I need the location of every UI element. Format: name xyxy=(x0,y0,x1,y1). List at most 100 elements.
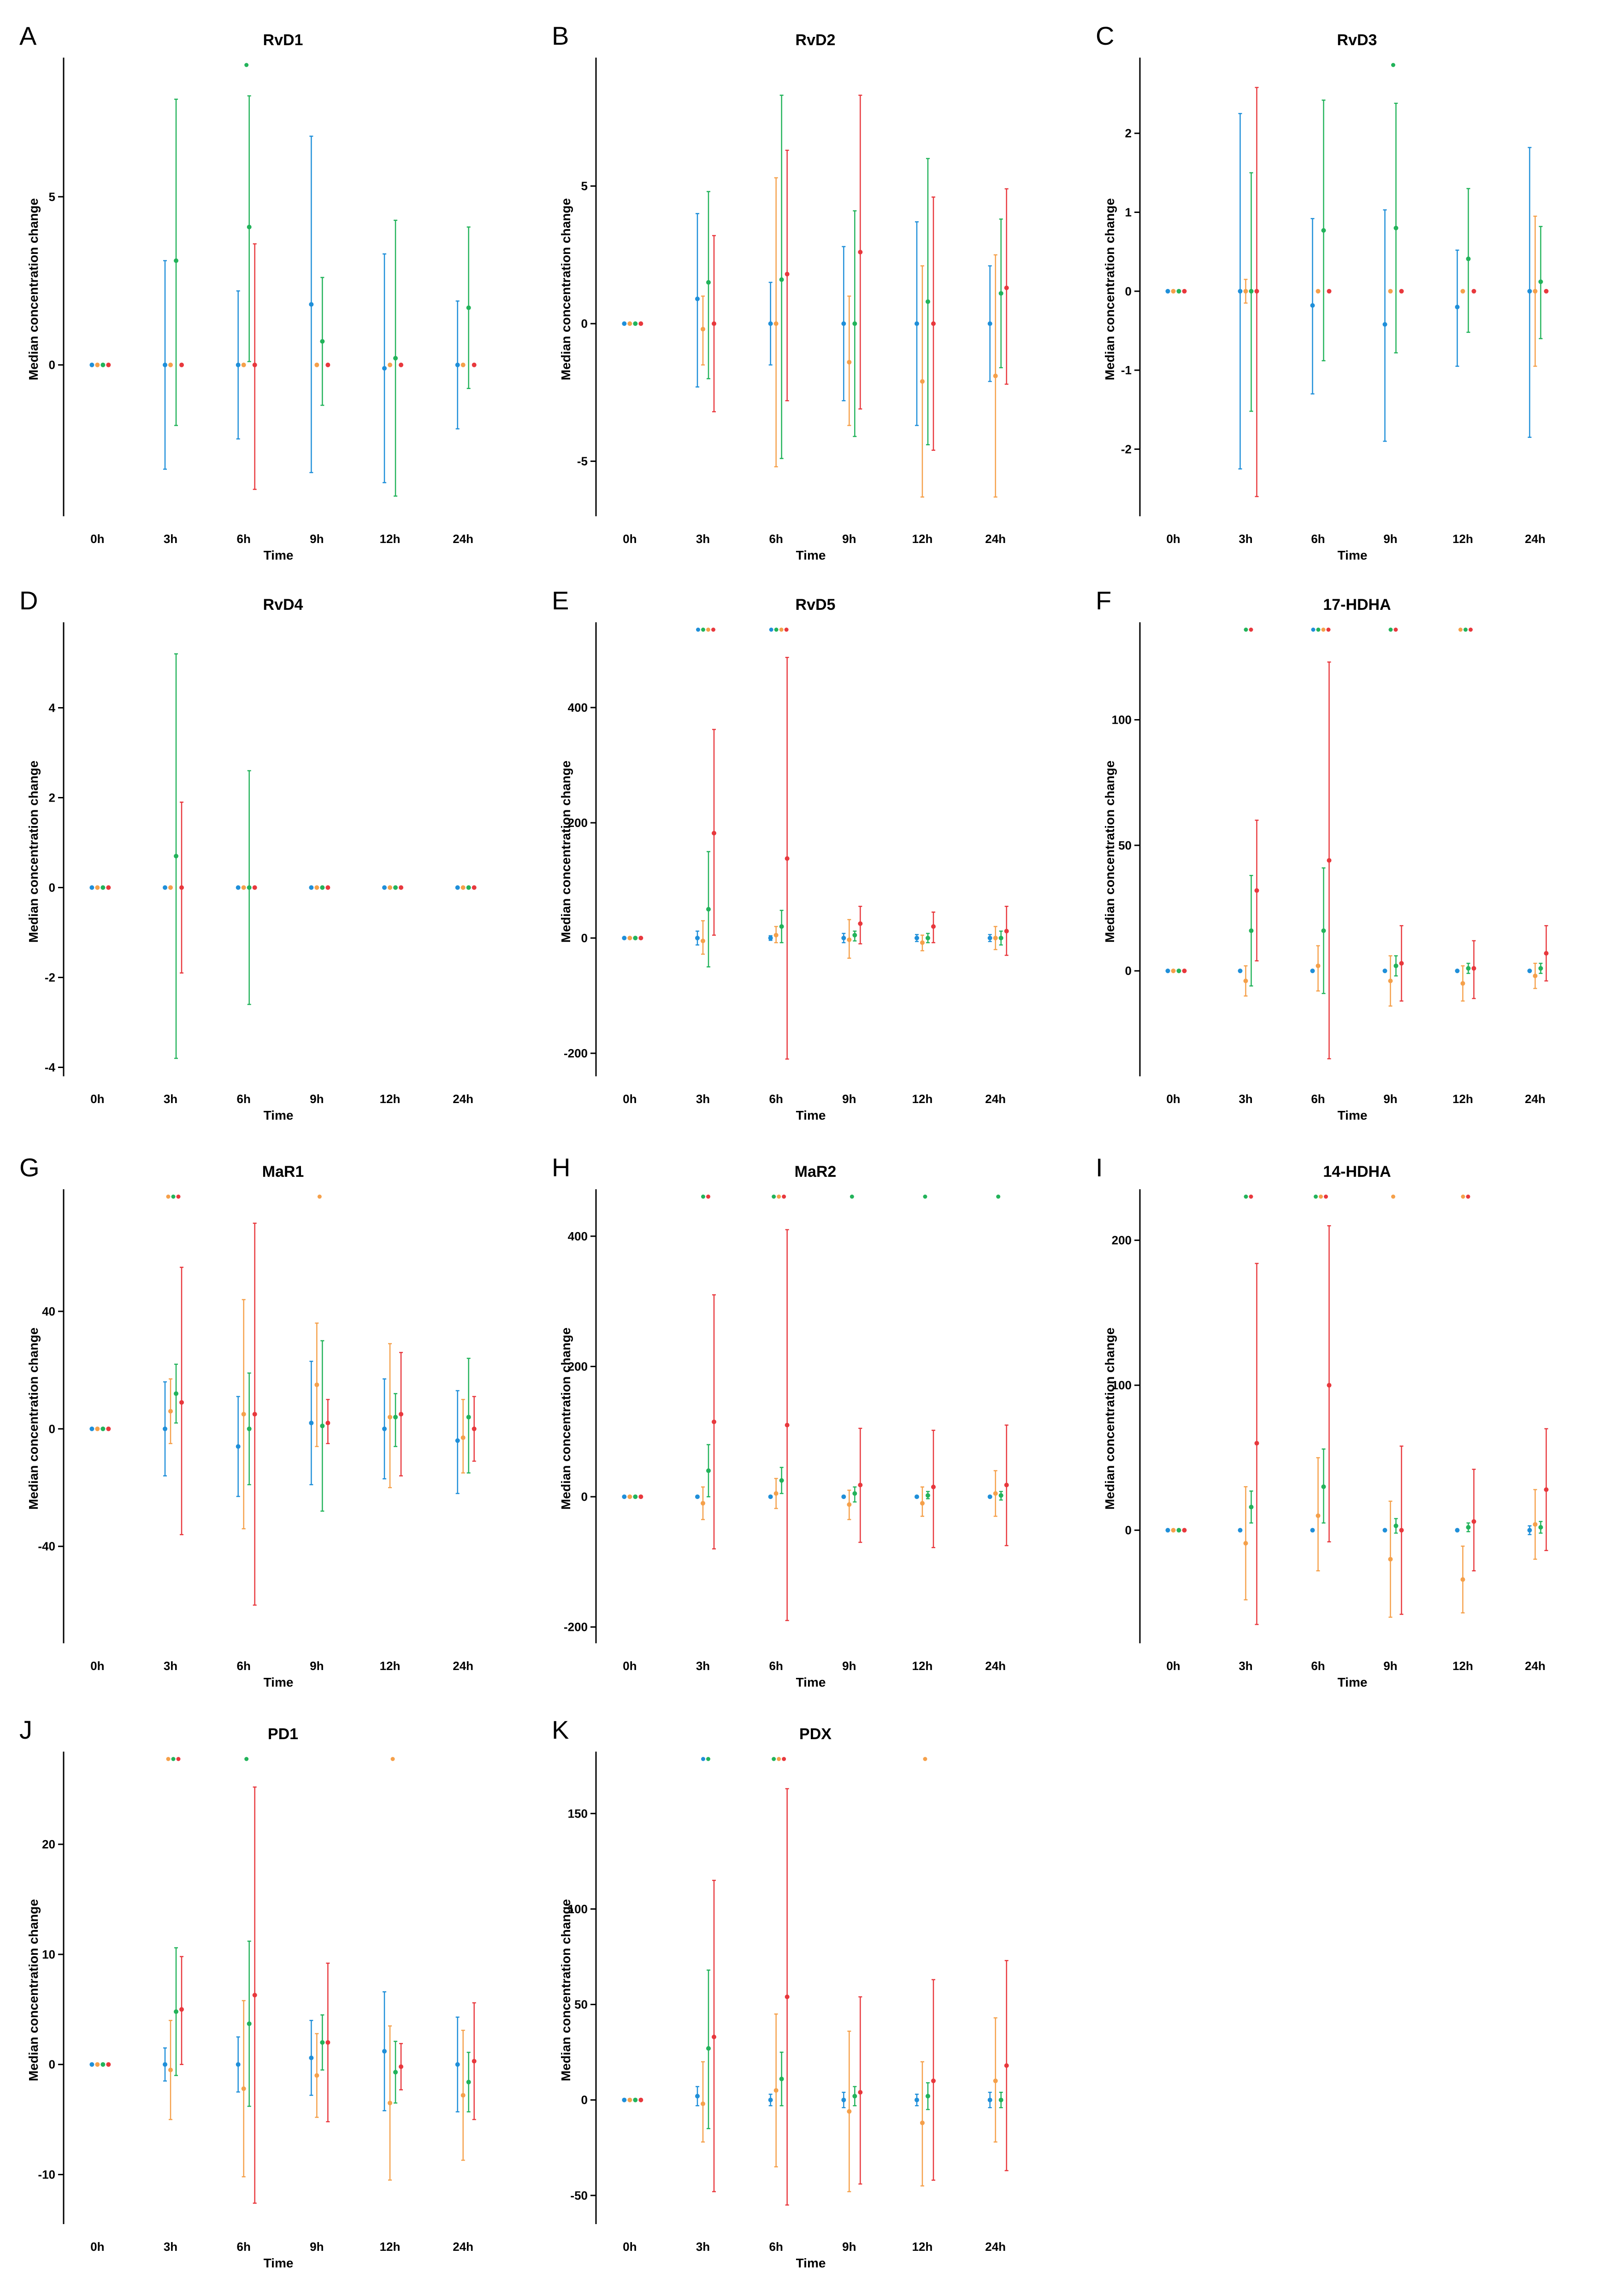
x-axis-label: Time xyxy=(264,1108,294,1122)
median-point xyxy=(1321,1484,1326,1489)
median-point xyxy=(388,362,392,367)
median-point xyxy=(1165,289,1170,294)
significance-marker xyxy=(1321,627,1326,632)
median-point xyxy=(998,2097,1003,2102)
median-point xyxy=(393,2070,398,2075)
y-axis-label: Median concentration change xyxy=(559,1328,573,1510)
median-point xyxy=(627,1494,632,1499)
y-tick-label: 4 xyxy=(49,701,56,715)
x-tick-label: 3h xyxy=(696,2240,710,2254)
median-point xyxy=(706,1468,711,1473)
median-point xyxy=(695,2094,700,2099)
x-tick-label: 24h xyxy=(985,2240,1006,2254)
median-point xyxy=(1316,289,1321,294)
significance-marker xyxy=(850,1194,854,1199)
median-point xyxy=(100,1426,106,1431)
median-point xyxy=(1399,961,1404,966)
median-point xyxy=(168,2067,173,2072)
median-point xyxy=(1310,968,1315,974)
median-point xyxy=(841,2097,846,2102)
median-point xyxy=(1388,979,1393,984)
y-tick-label: 200 xyxy=(568,1359,588,1373)
median-point xyxy=(1316,1513,1321,1518)
median-point xyxy=(1176,289,1181,294)
x-tick-label: 0h xyxy=(1166,1659,1180,1673)
significance-marker xyxy=(706,1194,710,1199)
median-point xyxy=(89,2062,94,2067)
median-point xyxy=(1538,279,1543,284)
median-point xyxy=(998,936,1003,940)
y-axis-label: Median concentration change xyxy=(559,761,573,943)
median-point xyxy=(252,1411,257,1417)
median-point xyxy=(1544,289,1549,294)
chart-svg: PD1 -10 0 10 20 0h 3h 6h 9h 12h 24h Time Median conc… xyxy=(26,1725,477,2270)
panel-i: I 14-HDHA 0 100 200 0h 3h 6h 9h 12h 24h Time Median … xyxy=(1086,1150,1602,1703)
x-tick-label: 12h xyxy=(912,532,933,546)
significance-marker xyxy=(701,1757,705,1761)
x-tick-label: 3h xyxy=(1239,1092,1252,1106)
y-tick-label: -2 xyxy=(1121,442,1132,456)
median-point xyxy=(89,362,94,367)
x-axis-label: Time xyxy=(796,1108,826,1122)
y-axis-label: Median concentration change xyxy=(1103,761,1117,943)
significance-marker xyxy=(1311,627,1316,632)
significance-marker xyxy=(1249,627,1253,632)
y-tick-label: 100 xyxy=(1112,713,1132,727)
median-point xyxy=(1527,1528,1532,1533)
panel-letter: C xyxy=(1096,21,1115,50)
panel-a: A RvD1 0 5 0h 3h 6h 9h 12h 24h Time Median concentr… xyxy=(9,18,530,576)
y-tick-label: -200 xyxy=(564,1620,588,1634)
significance-marker xyxy=(317,1194,322,1199)
median-point xyxy=(931,924,936,929)
median-point xyxy=(174,2009,178,2014)
median-point xyxy=(1533,289,1538,294)
median-point xyxy=(706,907,711,912)
median-point xyxy=(627,936,632,940)
significance-marker xyxy=(1314,1194,1318,1199)
chart-svg: RvD2 -5 0 5 0h 3h 6h 9h 12h 24h Time Median concent… xyxy=(559,31,1009,562)
median-point xyxy=(706,2046,711,2051)
median-point xyxy=(95,885,100,890)
median-point xyxy=(1249,928,1254,933)
x-tick-label: 24h xyxy=(1525,532,1546,546)
median-point xyxy=(1238,968,1243,974)
significance-marker xyxy=(923,1194,927,1199)
median-point xyxy=(252,885,257,890)
panel-d: D RvD4 -4 -2 0 2 4 0h 3h 6h 9h 12h 24h Time Median con… xyxy=(9,583,530,1136)
median-point xyxy=(466,2079,471,2084)
chart-title: MaR1 xyxy=(262,1163,304,1180)
median-point xyxy=(926,2094,930,2099)
median-point xyxy=(695,936,700,940)
median-point xyxy=(1238,289,1243,294)
significance-marker xyxy=(1461,1194,1465,1199)
median-point xyxy=(993,936,998,940)
median-point xyxy=(388,885,392,890)
median-point xyxy=(1455,968,1460,974)
y-tick-label: 5 xyxy=(49,190,55,204)
median-point xyxy=(179,362,184,367)
x-tick-label: 0h xyxy=(90,1092,104,1106)
x-axis-label: Time xyxy=(796,548,826,562)
median-point xyxy=(712,2035,716,2039)
significance-marker xyxy=(782,1194,786,1199)
median-point xyxy=(95,1426,100,1431)
median-point xyxy=(236,1444,241,1449)
chart-title: MaR2 xyxy=(795,1163,837,1180)
median-point xyxy=(1310,1528,1315,1533)
median-point xyxy=(100,362,106,367)
significance-marker xyxy=(777,1194,781,1199)
x-tick-label: 0h xyxy=(1166,532,1180,546)
x-tick-label: 6h xyxy=(1311,1659,1325,1673)
median-point xyxy=(1399,289,1404,294)
y-tick-label: 10 xyxy=(42,1948,55,1961)
x-tick-label: 6h xyxy=(236,532,250,546)
median-point xyxy=(1327,1383,1332,1388)
significance-marker xyxy=(784,627,789,632)
x-tick-label: 9h xyxy=(842,1092,856,1106)
median-point xyxy=(785,272,790,277)
y-tick-label: 50 xyxy=(1118,838,1132,852)
panel-letter: K xyxy=(552,1715,569,1744)
median-point xyxy=(1243,1541,1248,1546)
median-point xyxy=(622,936,627,940)
significance-marker xyxy=(166,1757,171,1761)
